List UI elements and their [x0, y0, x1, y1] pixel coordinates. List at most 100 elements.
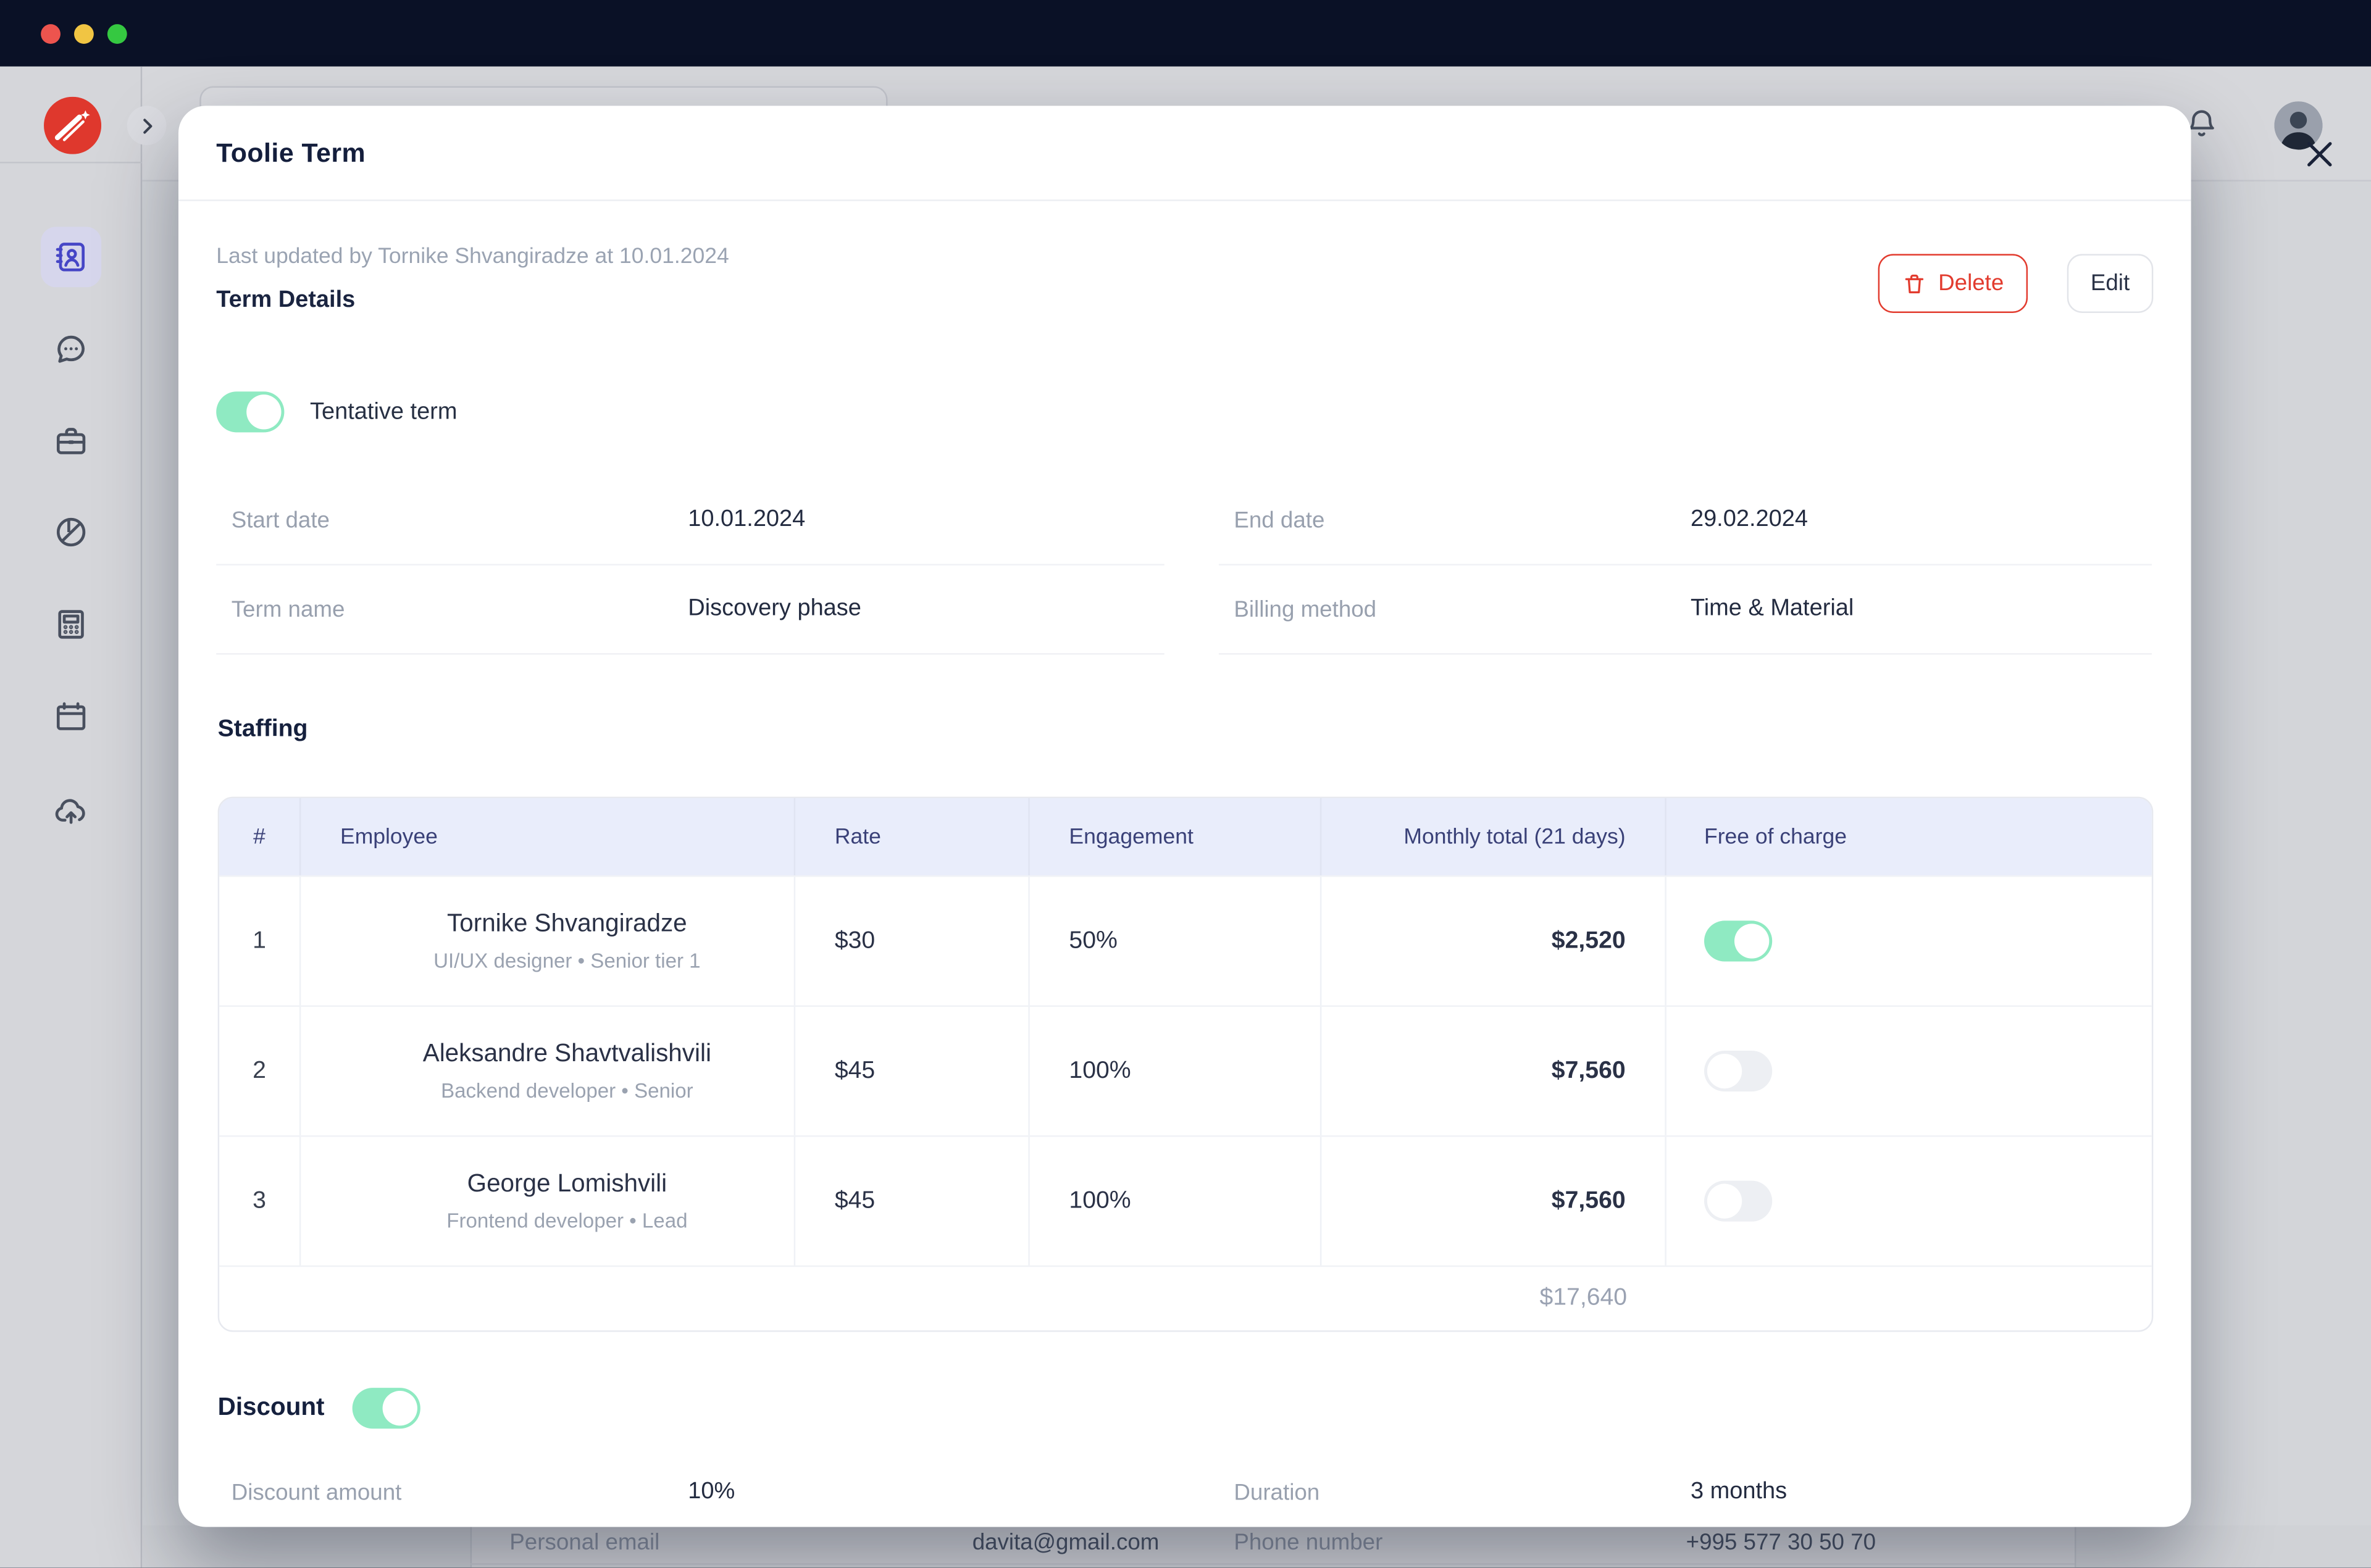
table-row: 3 George Lomishvili Frontend developer •…: [219, 1135, 2152, 1266]
toggle-knob: [1734, 924, 1770, 959]
engagement-cell: 100%: [1030, 1136, 1322, 1266]
monthly-total-cell: $7,560: [1321, 1007, 1666, 1136]
term-details-title: Term Details: [216, 287, 356, 313]
staffing-total: $17,640: [1539, 1285, 1628, 1311]
staffing-title: Staffing: [217, 716, 308, 743]
background-divider: [2075, 1525, 2076, 1568]
background-field-value: davita@gmail.com: [972, 1530, 1160, 1556]
field-label: Duration: [1234, 1479, 1320, 1505]
field-value: 3 months: [1690, 1478, 1788, 1504]
contacts-book-icon[interactable]: [53, 239, 90, 275]
column-header-monthly-total: Monthly total (21 days): [1321, 798, 1666, 875]
free-of-charge-toggle[interactable]: [1704, 1051, 1773, 1092]
employee-cell: Tornike Shvangiradze UI/UX designer • Se…: [301, 877, 796, 1006]
employee-role: Backend developer • Senior: [441, 1079, 693, 1103]
tentative-term-toggle[interactable]: [216, 391, 285, 433]
column-header-employee: Employee: [301, 798, 796, 875]
pie-chart-icon[interactable]: [53, 514, 90, 551]
rate-cell: $45: [795, 1007, 1030, 1136]
field-term-name[interactable]: Term name Discovery phase: [216, 565, 1165, 655]
field-label: Discount amount: [231, 1479, 402, 1505]
employee-name: Aleksandre Shavtvalishvili: [422, 1040, 711, 1067]
sidebar-expand-button[interactable]: [127, 106, 167, 146]
free-of-charge-cell: [1666, 1007, 2152, 1135]
modal-actions: Delete Edit: [1878, 254, 2154, 313]
traffic-light-close[interactable]: [40, 23, 60, 43]
toggle-knob: [1707, 1183, 1742, 1219]
field-start-date[interactable]: Start date 10.01.2024: [216, 476, 1165, 565]
field-label: Term name: [231, 596, 345, 622]
employee-cell: George Lomishvili Frontend developer • L…: [301, 1136, 796, 1266]
field-value: Time & Material: [1690, 595, 1854, 622]
field-value: 29.02.2024: [1690, 506, 1808, 533]
field-discount-amount[interactable]: Discount amount 10%: [216, 1448, 1165, 1536]
column-header-free-of-charge: Free of charge: [1704, 824, 1847, 849]
trash-icon: [1902, 272, 1926, 296]
free-of-charge-toggle[interactable]: [1704, 1180, 1773, 1222]
employee-name: George Lomishvili: [467, 1170, 667, 1198]
rate-cell: $45: [795, 1136, 1030, 1266]
modal-title: Toolie Term: [216, 137, 366, 168]
row-number: 2: [219, 1007, 301, 1136]
free-of-charge-cell: [1666, 1137, 2152, 1266]
column-header-num: #: [219, 798, 301, 875]
sidebar-divider: [0, 162, 143, 164]
background-page: [142, 1525, 470, 1568]
delete-button[interactable]: Delete: [1878, 254, 2028, 313]
field-end-date[interactable]: End date 29.02.2024: [1218, 476, 2152, 565]
discount-title: Discount: [217, 1393, 325, 1422]
field-label: Billing method: [1234, 596, 1377, 622]
traffic-light-zoom[interactable]: [106, 23, 127, 43]
field-value: 10.01.2024: [688, 506, 806, 533]
free-of-charge-cell: [1666, 877, 2152, 1005]
toggle-knob: [246, 394, 282, 430]
briefcase-icon[interactable]: [53, 423, 90, 460]
staffing-table: # Employee Rate Engagement Monthly total…: [217, 796, 2154, 1332]
toolie-term-modal: Toolie Term Last updated by Tornike Shva…: [178, 106, 2332, 1527]
tentative-term-label: Tentative term: [310, 398, 458, 424]
chat-icon[interactable]: [53, 331, 90, 367]
toggle-knob: [382, 1391, 417, 1426]
column-header-engagement: Engagement: [1030, 798, 1322, 875]
toggle-knob: [1707, 1053, 1742, 1089]
engagement-cell: 50%: [1030, 877, 1322, 1006]
table-row: 1 Tornike Shvangiradze UI/UX designer • …: [219, 875, 2152, 1006]
background-page-right: [2075, 1525, 2371, 1568]
background-field-value: +995 577 30 50 70: [1686, 1530, 1876, 1556]
field-label: Start date: [231, 507, 330, 533]
row-number: 3: [219, 1136, 301, 1266]
notifications-bell-icon[interactable]: [2185, 107, 2218, 141]
user-avatar[interactable]: [2274, 101, 2323, 150]
app-logo[interactable]: [44, 96, 102, 154]
table-total-row: $17,640: [219, 1265, 2152, 1330]
field-label: End date: [1234, 507, 1325, 533]
discount-fields: Discount amount 10% Duration 3 months: [216, 1448, 2152, 1536]
row-number: 1: [219, 877, 301, 1006]
discount-toggle[interactable]: [351, 1388, 420, 1429]
cloud-upload-icon[interactable]: [53, 792, 90, 828]
calculator-icon[interactable]: [53, 606, 90, 643]
free-of-charge-toggle[interactable]: [1704, 920, 1773, 962]
table-row: 2 Aleksandre Shavtvalishvili Backend dev…: [219, 1005, 2152, 1136]
monthly-total-cell: $2,520: [1321, 877, 1666, 1006]
tentative-term-row: Tentative term: [216, 391, 458, 433]
close-icon[interactable]: [2301, 136, 2338, 172]
edit-button[interactable]: Edit: [2067, 254, 2154, 313]
background-field-label: Personal email: [509, 1530, 660, 1556]
window-titlebar: [0, 0, 2371, 67]
employee-role: Frontend developer • Lead: [446, 1209, 688, 1232]
field-value: 10%: [688, 1478, 735, 1504]
traffic-light-minimize[interactable]: [73, 23, 93, 43]
engagement-cell: 100%: [1030, 1007, 1322, 1136]
calendar-icon[interactable]: [53, 698, 90, 735]
column-header-rate: Rate: [795, 798, 1030, 875]
edit-button-label: Edit: [2090, 270, 2130, 297]
field-duration[interactable]: Duration 3 months: [1219, 1448, 2152, 1536]
background-field-label: Phone number: [1234, 1530, 1383, 1556]
rate-cell: $30: [795, 877, 1030, 1006]
monthly-total-cell: $7,560: [1321, 1136, 1666, 1266]
field-billing-method[interactable]: Billing method Time & Material: [1218, 565, 2152, 655]
background-divider: [470, 1563, 2075, 1565]
last-updated-text: Last updated by Tornike Shvangiradze at …: [216, 244, 729, 269]
